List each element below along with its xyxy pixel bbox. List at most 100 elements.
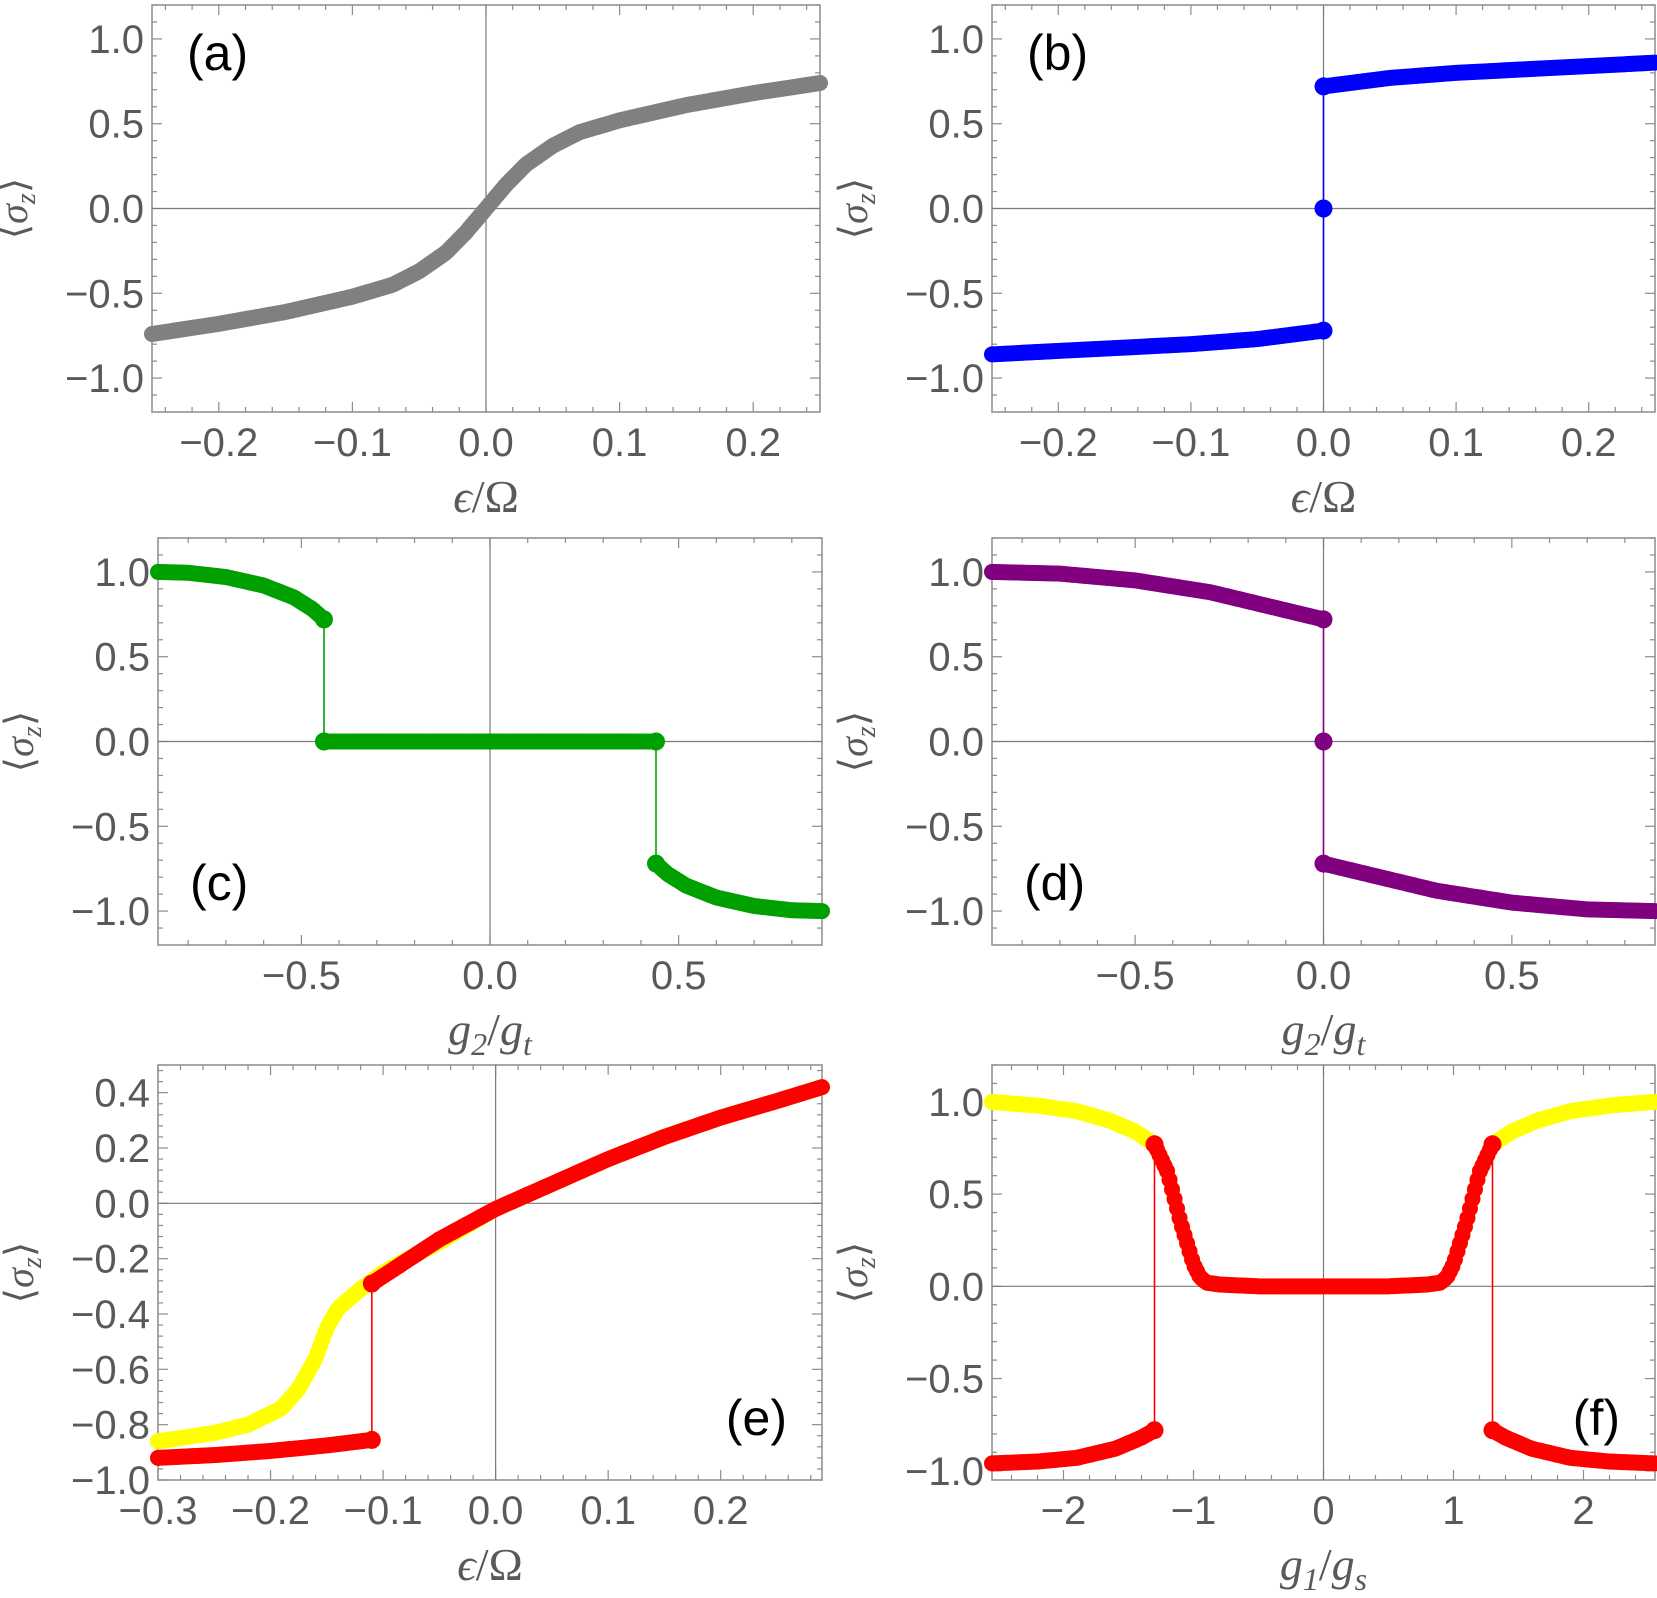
data-point	[814, 903, 830, 920]
x-tick-label: −0.2	[179, 421, 258, 465]
x-tick-label: 0.0	[462, 954, 518, 998]
x-axis-label: g1/gs	[1280, 1539, 1367, 1597]
data-point	[814, 1079, 830, 1096]
panel-label: (e)	[726, 1390, 787, 1446]
data-point	[1647, 903, 1657, 920]
marker-point	[1145, 1135, 1164, 1154]
x-axis-label: ϵ/Ω	[457, 1539, 523, 1590]
marker-point	[1314, 610, 1333, 629]
y-tick-label: 0.2	[94, 1127, 150, 1171]
x-axis-label: ϵ/Ω	[1291, 471, 1357, 522]
y-tick-label: 0.5	[94, 636, 150, 680]
marker-point	[362, 1274, 381, 1293]
x-tick-label: −0.3	[119, 1489, 198, 1533]
marker-point	[315, 732, 333, 751]
y-tick-label: −0.5	[905, 272, 984, 316]
data-point	[1647, 1455, 1657, 1472]
y-tick-label: −0.4	[71, 1293, 150, 1337]
y-tick-label: 0.0	[94, 1182, 150, 1226]
y-tick-label: −1.0	[65, 357, 144, 401]
marker-point	[1145, 1421, 1164, 1440]
x-axis-label: g2/gt	[1282, 1004, 1367, 1062]
x-axis-label: g2/gt	[448, 1004, 533, 1062]
x-tick-label: −0.1	[344, 1489, 423, 1533]
series-purple	[984, 563, 1657, 920]
marker-point	[315, 610, 333, 629]
marker-point	[1314, 199, 1333, 218]
marker-point	[1483, 1421, 1502, 1440]
x-tick-label: 1	[1442, 1489, 1464, 1533]
y-axis-label: ⟨σz⟩	[831, 178, 882, 240]
y-tick-label: 1.0	[94, 551, 150, 595]
panel-label: (f)	[1573, 1390, 1620, 1446]
y-tick-label: 0.5	[928, 103, 984, 147]
y-tick-label: 1.0	[928, 1081, 984, 1125]
x-tick-label: 2	[1572, 1489, 1594, 1533]
x-tick-label: 0.5	[1484, 954, 1540, 998]
data-point	[1647, 1093, 1657, 1110]
y-tick-label: 0.5	[928, 1173, 984, 1217]
panel-b: −0.2 −0.1 0.0 0.1 0.2 1.0 0.5 0.0 −0.5 −1.0 ϵ/Ω ⟨σz…	[831, 4, 1657, 522]
marker-point	[362, 1430, 381, 1449]
panel-label: (c)	[190, 855, 248, 911]
marker-point	[1483, 1135, 1502, 1154]
y-axis-label: ⟨σz⟩	[831, 1242, 882, 1304]
panel-c: −0.5 0.0 0.5 1.0 0.5 0.0 −0.5 −1.0 g2/gt ⟨σz⟩ (c)	[0, 537, 830, 1062]
panel-a: −0.2 −0.1 0.0 0.1 0.2 1.0 0.5 0.0 −0.5 −1.0 ϵ/Ω ⟨σz…	[0, 4, 828, 522]
series-yellow	[984, 1093, 1657, 1295]
y-tick-label: 0.5	[928, 636, 984, 680]
y-tick-label: 1.0	[928, 18, 984, 62]
y-tick-label: −0.2	[71, 1238, 150, 1282]
x-tick-label: −1	[1171, 1489, 1217, 1533]
panel-d: −0.5 0.0 0.5 1.0 0.5 0.0 −0.5 −1.0 g2/gt ⟨σz⟩ (d)	[831, 537, 1657, 1062]
y-tick-label: 0.0	[928, 1265, 984, 1309]
y-tick-label: 0.0	[88, 188, 144, 232]
y-tick-label: −0.8	[71, 1404, 150, 1448]
marker-point	[1314, 321, 1333, 340]
series-green	[150, 563, 830, 920]
marker-point	[1314, 854, 1333, 873]
y-axis-label: ⟨σz⟩	[831, 711, 882, 773]
x-tick-label: −0.1	[1151, 421, 1230, 465]
series-blue	[984, 54, 1657, 363]
x-tick-label: 0.0	[1296, 421, 1352, 465]
x-tick-label: 0	[1312, 1489, 1334, 1533]
y-axis-label: ⟨σz⟩	[0, 711, 48, 773]
x-tick-label: 0.0	[1296, 954, 1352, 998]
x-tick-label: 0.0	[458, 421, 514, 465]
y-tick-label: 1.0	[88, 18, 144, 62]
marker-point	[647, 732, 665, 751]
x-tick-label: −0.1	[313, 421, 392, 465]
y-tick-label: −0.5	[905, 805, 984, 849]
data-point	[812, 75, 828, 92]
y-tick-label: 0.5	[88, 103, 144, 147]
x-tick-label: −0.5	[1096, 954, 1175, 998]
y-axis-label: ⟨σz⟩	[0, 1242, 48, 1304]
marker-point	[1314, 77, 1333, 96]
y-tick-label: −0.6	[71, 1348, 150, 1392]
x-tick-label: 0.1	[592, 421, 648, 465]
panel-f: −2 −1 0 1 2 1.0 0.5 0.0 −0.5 −1.0 g1/gs ⟨σz⟩ (f)	[831, 1064, 1657, 1597]
x-tick-label: 0.2	[693, 1489, 749, 1533]
x-tick-label: −2	[1041, 1489, 1087, 1533]
x-tick-label: −0.2	[1019, 421, 1098, 465]
y-tick-label: −1.0	[905, 1450, 984, 1494]
x-axis-label: ϵ/Ω	[453, 471, 519, 522]
marker-point	[1314, 732, 1333, 751]
y-tick-label: −1.0	[905, 357, 984, 401]
x-tick-label: 0.1	[1428, 421, 1484, 465]
y-tick-label: −0.5	[65, 272, 144, 316]
y-tick-label: −1.0	[71, 890, 150, 934]
panel-label: (d)	[1024, 855, 1085, 911]
y-tick-label: 0.4	[94, 1072, 150, 1116]
series-red	[984, 1135, 1657, 1472]
y-tick-label: −1.0	[905, 890, 984, 934]
y-tick-label: −1.0	[71, 1459, 150, 1503]
panel-label: (b)	[1027, 25, 1088, 81]
x-tick-label: 0.0	[468, 1489, 524, 1533]
x-tick-label: 0.1	[580, 1489, 636, 1533]
y-tick-label: 1.0	[928, 551, 984, 595]
series-gray	[144, 75, 828, 342]
y-tick-label: −0.5	[905, 1358, 984, 1402]
panel-e: −0.3 −0.2 −0.1 0.0 0.1 0.2 0.4 0.2 0.0 −0.2 −0.4 −0…	[0, 1064, 830, 1590]
